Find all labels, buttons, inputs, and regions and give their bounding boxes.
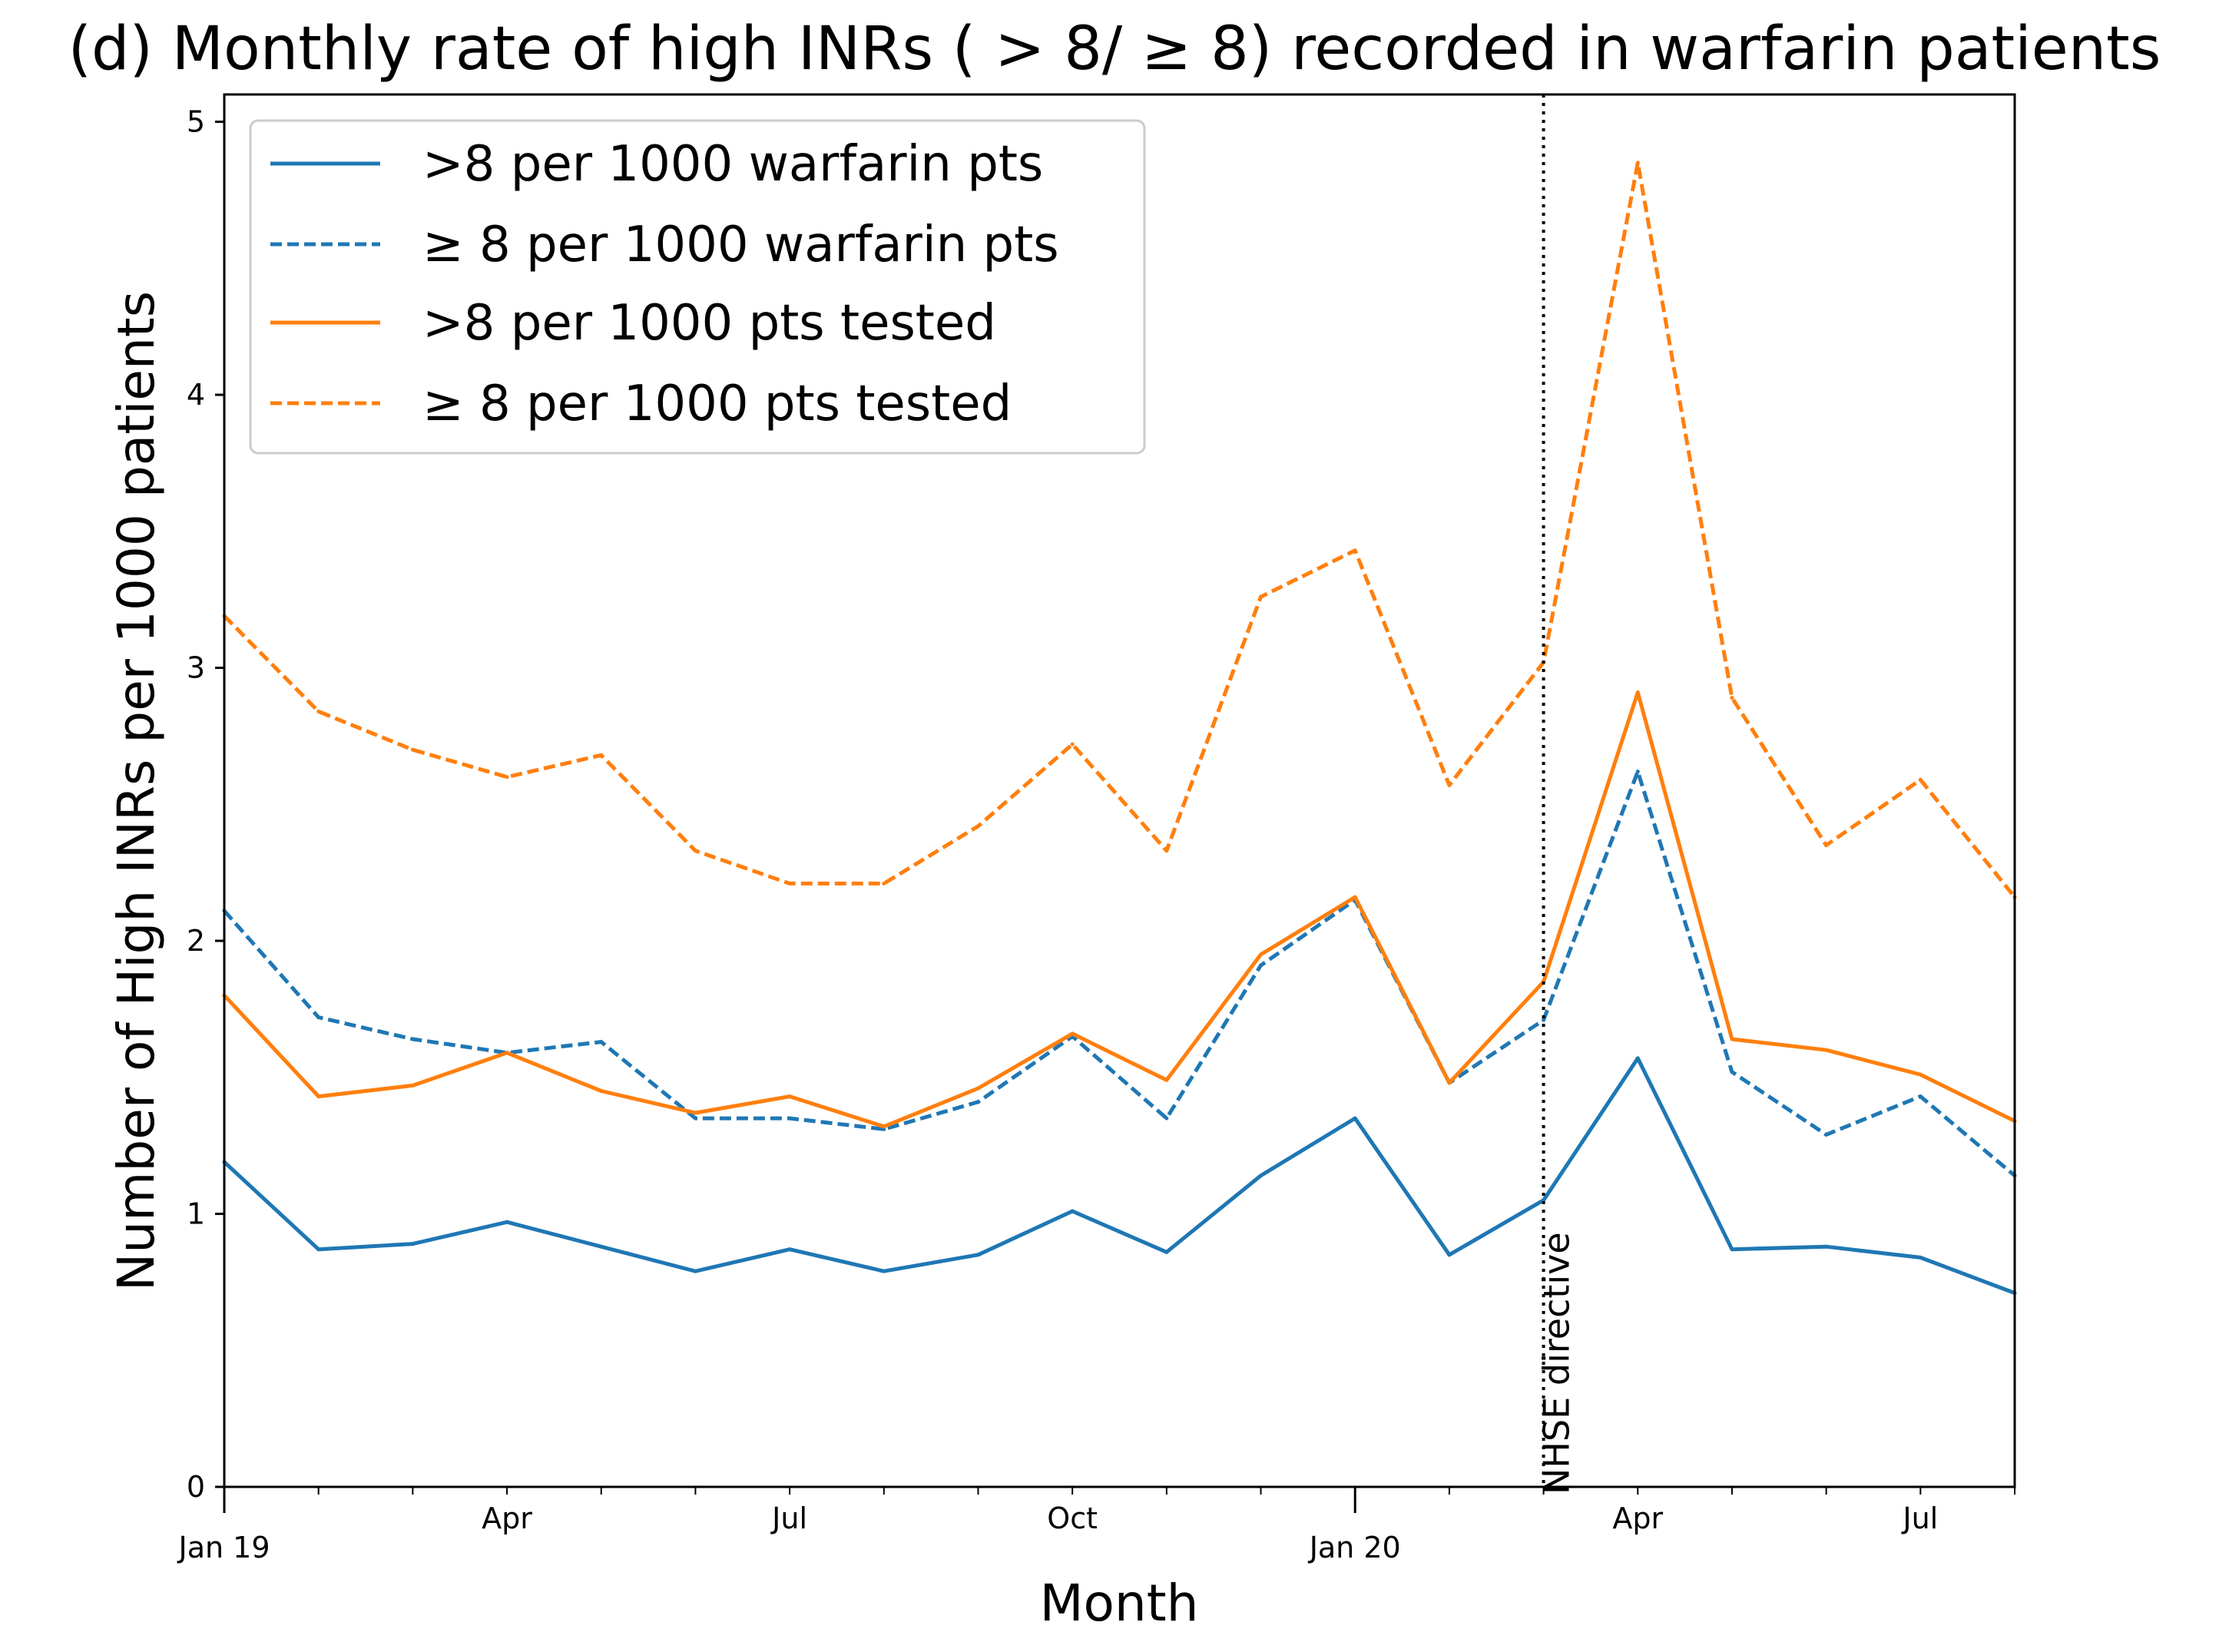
x-tick-label-3: Oct — [1047, 1501, 1098, 1535]
legend-label-0: >8 per 1000 warfarin pts — [422, 136, 1043, 193]
data-point-3-3 — [505, 775, 509, 780]
data-point-0-14 — [1542, 1198, 1546, 1203]
data-point-3-18 — [1918, 777, 1923, 782]
series-line-2 — [223, 690, 2016, 1129]
series-line-3 — [223, 161, 2016, 899]
data-point-0-6 — [787, 1247, 792, 1252]
data-point-0-5 — [693, 1269, 697, 1273]
data-point-0-3 — [505, 1220, 509, 1224]
data-point-2-5 — [693, 1111, 697, 1115]
data-point-3-5 — [693, 849, 697, 853]
data-point-2-16 — [1730, 1037, 1734, 1041]
data-point-1-1 — [316, 1015, 321, 1020]
data-point-1-18 — [1918, 1094, 1923, 1099]
data-point-2-13 — [1447, 1081, 1452, 1085]
data-point-3-12 — [1353, 548, 1357, 553]
data-point-3-11 — [1259, 594, 1263, 599]
plot-series — [222, 161, 2017, 1296]
data-point-1-7 — [882, 1127, 886, 1131]
data-point-0-12 — [1353, 1116, 1357, 1121]
data-point-3-7 — [882, 881, 886, 886]
data-point-3-8 — [976, 824, 980, 829]
data-point-3-2 — [410, 747, 415, 752]
data-point-0-16 — [1730, 1247, 1734, 1252]
data-point-0-18 — [1918, 1255, 1923, 1260]
data-point-2-7 — [882, 1124, 886, 1129]
x-tick-label-1: Apr — [482, 1501, 532, 1535]
data-point-3-13 — [1447, 783, 1452, 787]
y-tick-label-3: 3 — [187, 651, 205, 685]
data-point-3-4 — [599, 753, 604, 757]
data-point-0-15 — [1635, 1056, 1640, 1061]
y-tick-label-4: 4 — [187, 378, 205, 412]
data-point-2-18 — [1918, 1072, 1923, 1077]
legend: >8 per 1000 warfarin pts ≥ 8 per 1000 war… — [249, 119, 1146, 455]
legend-label-1: ≥ 8 per 1000 warfarin pts — [422, 217, 1059, 273]
data-point-2-10 — [1164, 1078, 1169, 1082]
data-point-0-2 — [410, 1242, 415, 1246]
legend-label-3: ≥ 8 per 1000 pts tested — [422, 376, 1012, 432]
x-axis-label: Month — [1040, 1574, 1199, 1633]
data-point-0-9 — [1070, 1209, 1075, 1213]
data-point-0-13 — [1447, 1253, 1452, 1257]
data-point-2-1 — [316, 1094, 321, 1099]
data-point-2-8 — [976, 1086, 980, 1091]
data-point-2-9 — [1070, 1031, 1075, 1036]
data-point-2-4 — [599, 1089, 604, 1093]
y-tick-label-5: 5 — [187, 105, 205, 139]
series-line-1 — [223, 770, 2016, 1177]
data-point-0-11 — [1259, 1174, 1263, 1178]
data-point-1-14 — [1542, 1018, 1546, 1022]
y-tick-label-1: 1 — [187, 1197, 205, 1231]
data-point-3-1 — [316, 709, 321, 713]
y-axis: 0 1 2 3 4 5 — [187, 105, 224, 1504]
y-tick-label-2: 2 — [187, 924, 205, 958]
data-point-3-15 — [1635, 161, 1640, 165]
chart-title: (d) Monthly rate of high INRs ( > 8/ ≥ 8… — [68, 15, 2161, 84]
data-point-3-10 — [1164, 849, 1169, 853]
data-point-0-10 — [1164, 1250, 1169, 1254]
data-point-1-11 — [1259, 963, 1263, 968]
data-point-3-16 — [1730, 696, 1734, 700]
x-axis: Jan 19 Apr Jul Oct Jan 20 Apr Jul — [177, 1487, 2015, 1564]
data-point-1-16 — [1730, 1070, 1734, 1074]
data-point-0-4 — [599, 1244, 604, 1249]
data-point-0-1 — [316, 1247, 321, 1252]
series-line-0 — [223, 1056, 2015, 1295]
data-point-2-11 — [1259, 952, 1263, 957]
annotation-layer: NHSE directive — [1536, 94, 1578, 1495]
x-tick-label-5: Apr — [1612, 1501, 1663, 1535]
data-point-2-12 — [1353, 895, 1357, 899]
y-tick-label-0: 0 — [187, 1470, 205, 1504]
data-point-1-10 — [1164, 1116, 1169, 1121]
data-point-1-8 — [976, 1100, 980, 1104]
data-point-1-15 — [1635, 770, 1640, 774]
data-point-2-2 — [410, 1083, 415, 1088]
data-point-1-6 — [787, 1116, 792, 1121]
data-point-2-17 — [1824, 1048, 1829, 1052]
data-point-3-6 — [787, 881, 792, 886]
data-point-3-9 — [1070, 742, 1075, 747]
data-point-2-15 — [1635, 690, 1640, 694]
data-point-2-3 — [505, 1051, 509, 1055]
data-point-2-6 — [787, 1094, 792, 1099]
data-point-0-7 — [882, 1269, 886, 1273]
data-point-1-17 — [1824, 1132, 1829, 1137]
legend-frame — [249, 119, 1146, 455]
x-tick-label-6: Jul — [1901, 1501, 1938, 1535]
data-point-1-5 — [693, 1116, 697, 1121]
annotation-label: NHSE directive — [1536, 1232, 1578, 1495]
data-point-0-8 — [976, 1253, 980, 1257]
data-point-1-2 — [410, 1037, 415, 1041]
legend-label-2: >8 per 1000 pts tested — [422, 295, 996, 352]
data-point-0-17 — [1824, 1244, 1829, 1249]
y-axis-label: Number of High INRs per 1000 patients — [107, 291, 166, 1291]
plot-frame — [223, 93, 2016, 1488]
data-point-3-17 — [1824, 843, 1829, 848]
x-tick-label-2: Jul — [770, 1501, 807, 1535]
x-tick-label-0: Jan 19 — [177, 1531, 270, 1564]
data-point-1-4 — [599, 1040, 604, 1045]
x-tick-label-4: Jan 20 — [1308, 1531, 1401, 1564]
